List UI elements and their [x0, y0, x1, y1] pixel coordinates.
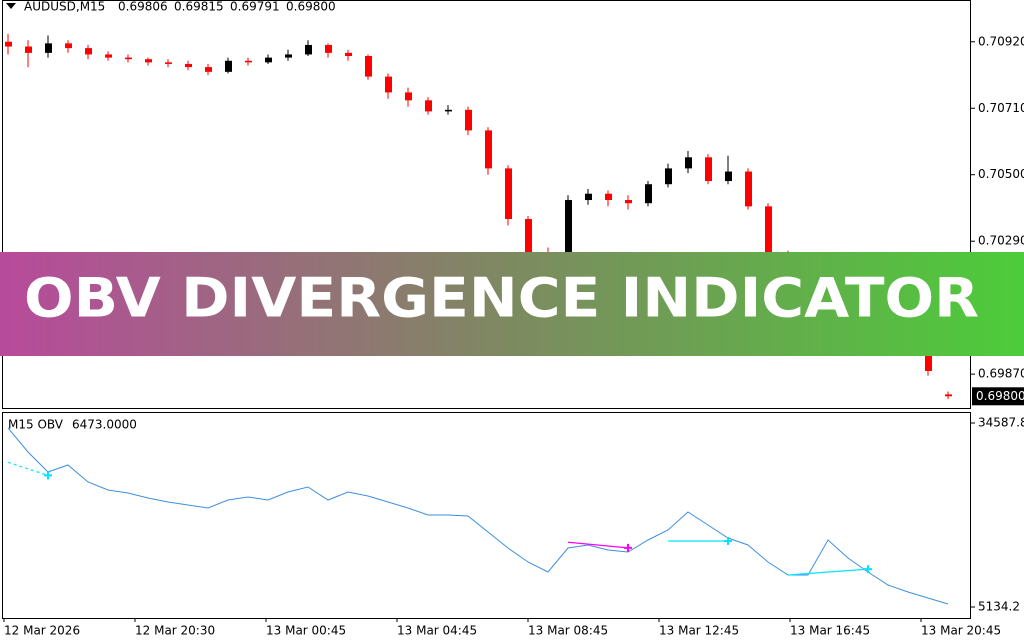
x-tick-label: 13 Mar 12:45: [659, 624, 739, 638]
ohlc-value: 0.69815: [174, 0, 224, 14]
candle-body: [325, 44, 332, 53]
candle-body: [245, 60, 252, 63]
candle-body: [525, 219, 532, 254]
candle-body: [385, 76, 392, 93]
candle-body: [305, 44, 312, 55]
candle-body: [945, 394, 952, 397]
obv-name: M15 OBV: [8, 418, 64, 432]
divergence-marker: [724, 536, 732, 545]
divergence-marker: [864, 565, 872, 574]
x-tick-label: 13 Mar 04:45: [397, 624, 477, 638]
x-tick-label: 13 Mar 16:45: [790, 624, 870, 638]
candle-body: [665, 168, 672, 185]
candle-body: [425, 100, 432, 112]
candle-body: [225, 60, 232, 72]
y-tick-label: 0.70920: [978, 34, 1024, 48]
banner: [0, 252, 1024, 356]
candle-body: [205, 67, 212, 72]
current-price-label: 0.69800: [976, 389, 1024, 403]
obv-line: [7, 427, 949, 605]
candle-body: [405, 92, 412, 101]
candle-body: [345, 52, 352, 57]
y-tick-label: 5134.2: [978, 599, 1020, 613]
divergence-line: [7, 461, 49, 476]
x-tick-label: 13 Mar 20:45: [921, 624, 1001, 638]
divergence-marker: [44, 471, 52, 480]
candle-body: [25, 46, 32, 53]
obv-value: 6473.0000: [72, 418, 137, 432]
divergence-line: [567, 541, 629, 549]
y-tick-label: 0.70290: [978, 234, 1024, 248]
candle-body: [125, 57, 132, 60]
candle-body: [645, 184, 652, 204]
dropdown-icon: [6, 3, 16, 9]
banner-title: OBV DIVERGENCE INDICATOR: [24, 267, 979, 330]
ohlc-value: 0.69791: [230, 0, 280, 14]
candle-body: [145, 59, 152, 63]
candle-body: [65, 43, 72, 49]
candle-body: [45, 43, 52, 53]
candle-body: [365, 56, 372, 77]
obv-panel: [2, 412, 971, 619]
y-tick-label: 0.69870: [978, 367, 1024, 381]
candle-body: [765, 206, 772, 254]
divergence-marker: [624, 543, 632, 552]
candle-body: [565, 200, 572, 264]
x-tick-label: 12 Mar 2026: [4, 624, 80, 638]
candle-body: [585, 193, 592, 201]
candle-body: [85, 48, 92, 55]
candle-body: [705, 157, 712, 182]
divergence-line: [787, 568, 869, 576]
y-tick-label: 34587.8: [978, 415, 1024, 429]
x-tick-label: 13 Mar 00:45: [266, 624, 346, 638]
y-tick-label: 0.70710: [978, 101, 1024, 115]
candle-body: [165, 62, 172, 64]
candle-body: [5, 41, 12, 47]
candle-body: [625, 200, 632, 204]
current-price-box: [972, 387, 1024, 406]
ohlc-value: 0.69806: [118, 0, 168, 14]
candle-body: [285, 54, 292, 58]
symbol: AUDUSD,M15: [24, 0, 105, 14]
ohlc-value: 0.69800: [286, 0, 336, 14]
candle-body: [265, 57, 272, 63]
candle-body: [605, 193, 612, 201]
candle-body: [105, 54, 112, 58]
candle-body: [485, 130, 492, 169]
price-panel: [2, 0, 971, 409]
ohlc: 0.69806 0.69815 0.69791 0.69800: [118, 0, 336, 14]
candle-body: [685, 157, 692, 169]
candle-body: [725, 171, 732, 182]
x-tick-label: 13 Mar 08:45: [528, 624, 608, 638]
candle-body: [505, 168, 512, 220]
y-tick-label: 0.70500: [978, 167, 1024, 181]
candle-body: [465, 109, 472, 131]
candle-body: [745, 171, 752, 207]
candle-body: [185, 63, 192, 68]
candle-body: [445, 109, 452, 112]
x-tick-label: 12 Mar 20:30: [135, 624, 215, 638]
